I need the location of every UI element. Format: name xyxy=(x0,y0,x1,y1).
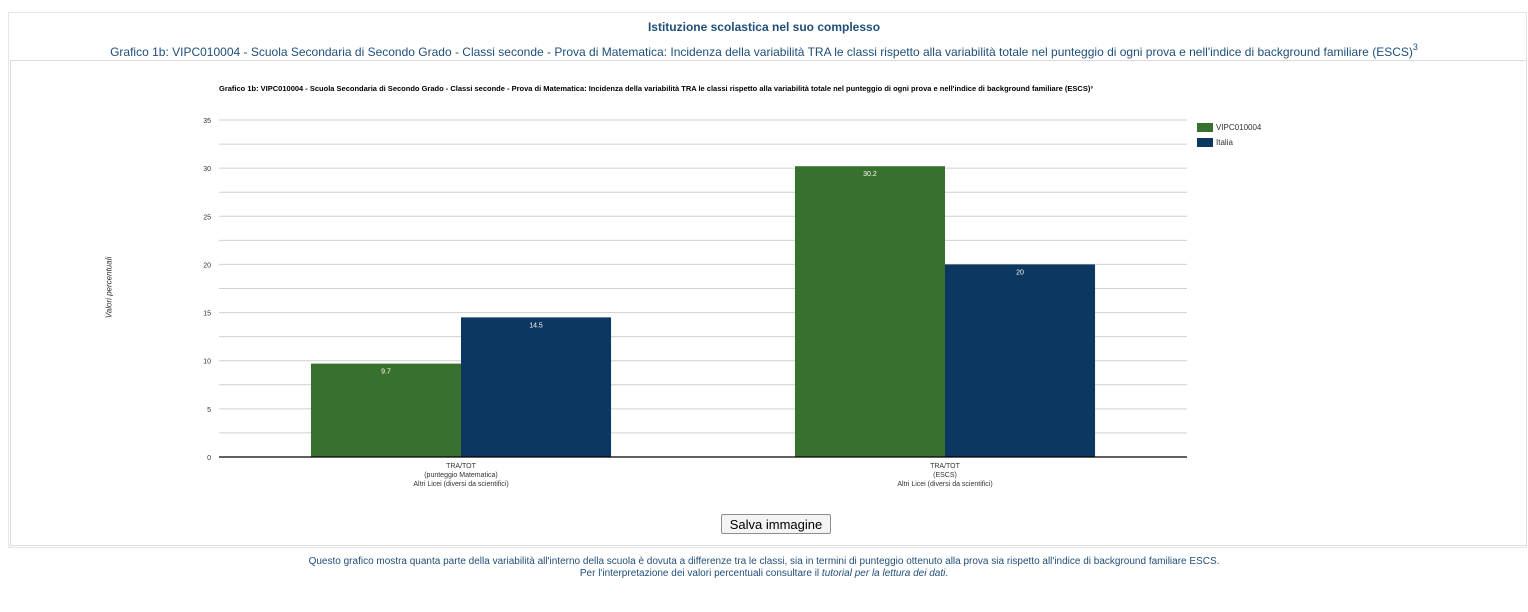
legend-label-vipc010004: VIPC010004 xyxy=(1216,122,1262,132)
x-tick-label: Altri Licei (diversi da scientifici) xyxy=(897,481,992,488)
bar-italia xyxy=(461,317,612,457)
x-tick-label: TRA/TOT xyxy=(446,463,477,470)
x-tick-label: (ESCS) xyxy=(933,472,957,479)
y-tick-label: 5 xyxy=(207,407,211,414)
chart-subtitle: Grafico 1b: VIPC010004 - Scuola Secondar… xyxy=(0,42,1528,59)
bar-vipc010004 xyxy=(794,166,945,457)
data-label: 20 xyxy=(1016,269,1024,276)
save-image-button[interactable]: Salva immagine xyxy=(721,514,831,534)
tutorial-link[interactable]: tutorial per la lettura dei dati xyxy=(821,568,946,579)
footer-line-2-prefix: Per l'interpretazione dei valori percent… xyxy=(579,568,822,579)
chart-subtitle-footnote: 3 xyxy=(1412,42,1418,52)
chart-panel xyxy=(10,60,1527,546)
y-tick-label: 35 xyxy=(203,118,211,125)
data-label: 14.5 xyxy=(529,322,543,329)
data-label: 30.2 xyxy=(863,171,877,178)
y-tick-label: 10 xyxy=(203,359,211,366)
bar-italia xyxy=(945,264,1096,457)
x-tick-label: TRA/TOT xyxy=(930,463,961,470)
footer-description: Questo grafico mostra quanta parte della… xyxy=(0,556,1528,580)
footer-line-1: Questo grafico mostra quanta parte della… xyxy=(308,556,1220,567)
bar-vipc010004 xyxy=(310,363,461,457)
y-tick-label: 0 xyxy=(207,455,211,462)
footer-line-2-suffix: . xyxy=(945,568,949,579)
legend-item-italia[interactable]: Italia xyxy=(1197,135,1261,149)
chart-title: Grafico 1b: VIPC010004 - Scuola Secondar… xyxy=(219,84,1093,93)
legend-label-italia: Italia xyxy=(1216,137,1233,147)
y-tick-label: 20 xyxy=(203,262,211,269)
y-tick-label: 25 xyxy=(203,214,211,221)
footer-line-2: Per l'interpretazione dei valori percent… xyxy=(0,568,1528,580)
y-tick-label: 30 xyxy=(203,166,211,173)
y-tick-label: 15 xyxy=(203,311,211,318)
legend-swatch-italia xyxy=(1197,137,1213,147)
legend: VIPC010004 Italia xyxy=(1197,120,1261,150)
x-tick-label: Altri Licei (diversi da scientifici) xyxy=(413,481,508,488)
legend-item-vipc010004[interactable]: VIPC010004 xyxy=(1197,120,1261,134)
x-tick-label: (punteggio Matematica) xyxy=(424,472,498,479)
section-title: Istituzione scolastica nel suo complesso xyxy=(647,20,881,34)
data-label: 9.7 xyxy=(381,369,391,376)
legend-swatch-vipc010004 xyxy=(1197,122,1213,132)
chart-subtitle-text: Grafico 1b: VIPC010004 - Scuola Secondar… xyxy=(110,45,1413,59)
